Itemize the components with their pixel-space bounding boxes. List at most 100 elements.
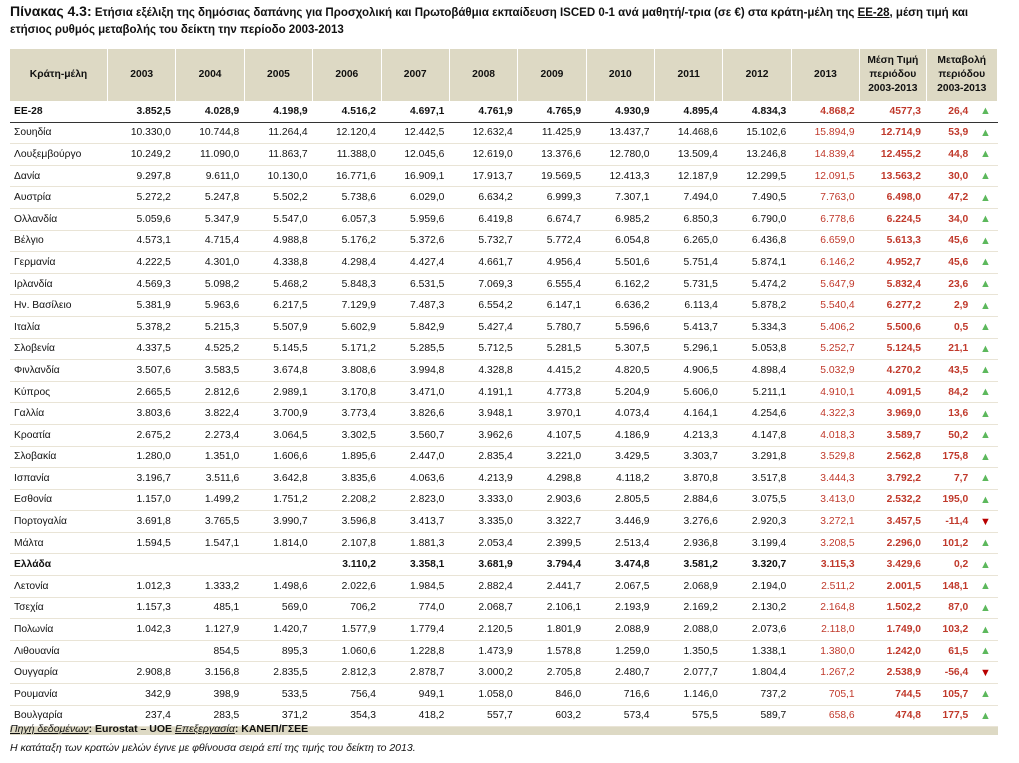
value-cell: 573,4: [586, 705, 655, 728]
country-cell: Πολωνία: [10, 618, 108, 641]
value-cell: 6.790,0: [722, 208, 792, 231]
triangle-up-icon: ▲: [973, 618, 998, 641]
table-caption: Πίνακας 4.3: Ετήσια εξέλιξη της δημόσιας…: [10, 3, 1010, 39]
value-cell: 4.222,5: [107, 251, 176, 274]
value-cell: 3.115,3: [791, 553, 860, 577]
value-cell: 6.555,4: [517, 273, 587, 296]
change-cell: 45,6: [926, 251, 974, 274]
country-cell: Σλοβακία: [10, 446, 108, 469]
value-cell: 10.130,0: [244, 165, 313, 188]
value-cell: 575,5: [654, 705, 723, 728]
triangle-up-icon: ▲: [973, 467, 998, 490]
value-cell: 2.273,4: [175, 424, 245, 447]
value-cell: 10.249,2: [107, 143, 176, 166]
value-cell: 4.834,3: [722, 101, 792, 123]
value-cell: 5.738,6: [312, 186, 382, 209]
value-cell: 1.042,3: [107, 618, 176, 641]
value-cell: 3.358,1: [381, 553, 450, 577]
country-cell: Λιθουανία: [10, 640, 108, 663]
value-cell: 5.602,9: [312, 316, 382, 339]
column-header: 2008: [449, 49, 519, 101]
table-body: ΕΕ-28 3.852,5 4.028,9 4.198,9 4.516,2 4.697,1…: [10, 101, 998, 736]
value-cell: 15.894,9: [791, 122, 860, 145]
value-cell: [175, 553, 245, 577]
table-row: Τσεχία 1.157,3 485,1 569,0 706,2 774,0 2.068,7…: [10, 597, 998, 620]
value-cell: 4.213,3: [654, 424, 723, 447]
value-cell: 2.130,2: [722, 597, 792, 620]
caption-link[interactable]: ΕΕ-28: [857, 7, 890, 19]
table-row: Ιταλία 5.378,2 5.215,3 5.507,9 5.602,9 5.842,…: [10, 316, 998, 339]
value-cell: 4.191,1: [449, 381, 518, 404]
value-cell: 4.661,7: [449, 251, 518, 274]
value-cell: 1.267,2: [791, 661, 860, 685]
value-cell: 2.120,5: [449, 618, 518, 641]
value-cell: 2.675,2: [107, 424, 176, 447]
triangle-up-icon: ▲: [973, 338, 998, 361]
value-cell: 4.415,2: [517, 359, 587, 382]
value-cell: 4.715,4: [175, 230, 245, 253]
country-cell: Βουλγαρία: [10, 705, 108, 728]
value-cell: 705,1: [791, 683, 860, 706]
value-cell: 5.372,6: [381, 230, 450, 253]
value-cell: 2.067,5: [586, 575, 655, 598]
triangle-down-icon: ▼: [973, 510, 998, 533]
value-cell: 5.780,7: [517, 316, 587, 339]
column-header: 2012: [722, 49, 792, 101]
value-cell: 4.930,9: [586, 101, 655, 123]
value-cell: 2.878,7: [381, 661, 450, 685]
table-row: Γαλλία 3.803,6 3.822,4 3.700,9 3.773,4 3.826,…: [10, 402, 998, 425]
value-cell: 6.147,1: [517, 294, 587, 317]
value-cell: 7.490,5: [722, 186, 792, 209]
value-cell: 4.337,5: [107, 338, 176, 361]
value-cell: 2.068,9: [654, 575, 723, 598]
value-cell: 1.350,5: [654, 640, 723, 663]
value-cell: 3.870,8: [654, 467, 723, 490]
change-cell: 61,5: [926, 640, 974, 663]
value-cell: 706,2: [312, 597, 382, 620]
value-cell: 2.665,5: [107, 381, 176, 404]
change-cell: 30,0: [926, 165, 974, 188]
country-cell: Λετονία: [10, 575, 108, 598]
country-cell: Ιταλία: [10, 316, 108, 339]
value-cell: 2.511,2: [791, 575, 860, 598]
value-cell: 2.088,9: [586, 618, 655, 641]
average-cell: 2.562,8: [859, 446, 927, 469]
value-cell: 2.835,4: [449, 446, 518, 469]
value-cell: 1.779,4: [381, 618, 450, 641]
value-cell: 3.674,8: [244, 359, 313, 382]
change-cell: 50,2: [926, 424, 974, 447]
average-cell: 744,5: [859, 683, 927, 706]
value-cell: 12.413,3: [586, 165, 655, 188]
value-cell: 4.910,1: [791, 381, 860, 404]
average-cell: 3.429,6: [859, 553, 927, 577]
change-cell: 21,1: [926, 338, 974, 361]
average-cell: 13.563,2: [859, 165, 927, 188]
value-cell: 2.077,7: [654, 661, 723, 685]
value-cell: 5.145,5: [244, 338, 313, 361]
value-cell: 3.970,1: [517, 402, 587, 425]
value-cell: 1.380,0: [791, 640, 860, 663]
value-cell: 13.437,7: [586, 122, 655, 145]
value-cell: 2.805,5: [586, 489, 655, 512]
value-cell: 418,2: [381, 705, 450, 728]
value-cell: 4.298,8: [517, 467, 587, 490]
value-cell: 2.193,9: [586, 597, 655, 620]
change-cell: 34,0: [926, 208, 974, 231]
average-cell: 3.969,0: [859, 402, 927, 425]
country-cell: Βέλγιο: [10, 230, 108, 253]
value-cell: 6.636,2: [586, 294, 655, 317]
value-cell: 3.700,9: [244, 402, 313, 425]
value-cell: 1.895,6: [312, 446, 382, 469]
caption-label: Πίνακας 4.3:: [10, 3, 92, 19]
value-cell: [244, 553, 313, 577]
value-cell: 2.936,8: [654, 532, 723, 555]
value-cell: 2.989,1: [244, 381, 313, 404]
value-cell: 6.146,2: [791, 251, 860, 274]
table-row: Βέλγιο 4.573,1 4.715,4 4.988,8 5.176,2 5.372,…: [10, 230, 998, 253]
value-cell: 3.320,7: [722, 553, 792, 577]
value-cell: 5.712,5: [449, 338, 518, 361]
table-row: Λιθουανία 854,5 895,3 1.060,6 1.228,8 1.473,9…: [10, 640, 998, 663]
value-cell: 5.606,0: [654, 381, 723, 404]
country-cell: Ην. Βασίλειο: [10, 294, 108, 317]
triangle-up-icon: ▲: [973, 683, 998, 706]
